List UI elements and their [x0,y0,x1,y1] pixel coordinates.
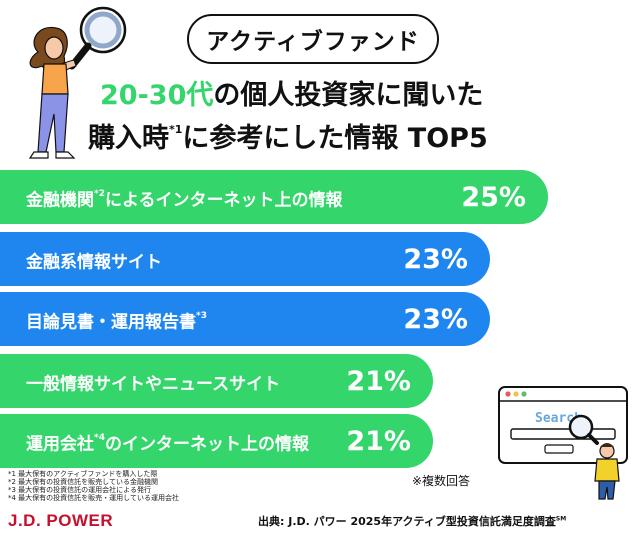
multiple-answers-note: ※複数回答 [412,474,471,488]
bar-label: 運用会社*4のインターネット上の情報 [26,433,309,455]
bar-label: 目論見書・運用報告書*3 [26,311,207,333]
category-badge: アクティブファンド [187,14,439,64]
bar-4: 一般情報サイトやニュースサイト 21% [0,354,433,408]
bar-2: 金融系情報サイト 23% [0,232,490,286]
woman-magnifier-illustration [28,6,127,159]
footnote-2: *2 最大保有の投資信託を販売している金融機関 [8,478,158,486]
bar-5: 運用会社*4のインターネット上の情報 21% [0,414,433,468]
footnote-1: *1 最大保有のアクティブファンドを購入した際 [8,470,158,478]
brand-logo: J.D. POWER [8,511,114,530]
bar-value-label: 21% [346,366,411,397]
chart-title-line1: 20-30代の個人投資家に聞いた [100,80,484,111]
footnotes: *1 最大保有のアクティブファンドを購入した際 *2 最大保有の投資信託を販売し… [8,470,179,502]
bar-value-label: 21% [346,426,411,457]
source-citation: 出典: J.D. パワー 2025年アクティブ型投資信託満足度調査SM [258,515,567,528]
bar-value-label: 23% [403,244,468,275]
footnote-4: *4 最大保有の投資信託を販売・運用している運用会社 [8,494,179,502]
bar-label: 金融系情報サイト [26,252,162,273]
bar-value-label: 25% [461,182,526,213]
chart-title-line2: 購入時*1に参考にした情報 TOP5 [88,123,488,154]
bar-label: 一般情報サイトやニュースサイト [26,374,281,395]
bar-value-label: 23% [403,304,468,335]
bar-1: 金融機関*2によるインターネット上の情報 25% [0,170,548,224]
search-window-illustration: Search [498,386,628,500]
footnote-3: *3 最大保有の投資信託の運用会社による発行 [8,486,151,494]
bar-3: 目論見書・運用報告書*3 23% [0,292,490,346]
bar-label: 金融機関*2によるインターネット上の情報 [26,189,343,211]
